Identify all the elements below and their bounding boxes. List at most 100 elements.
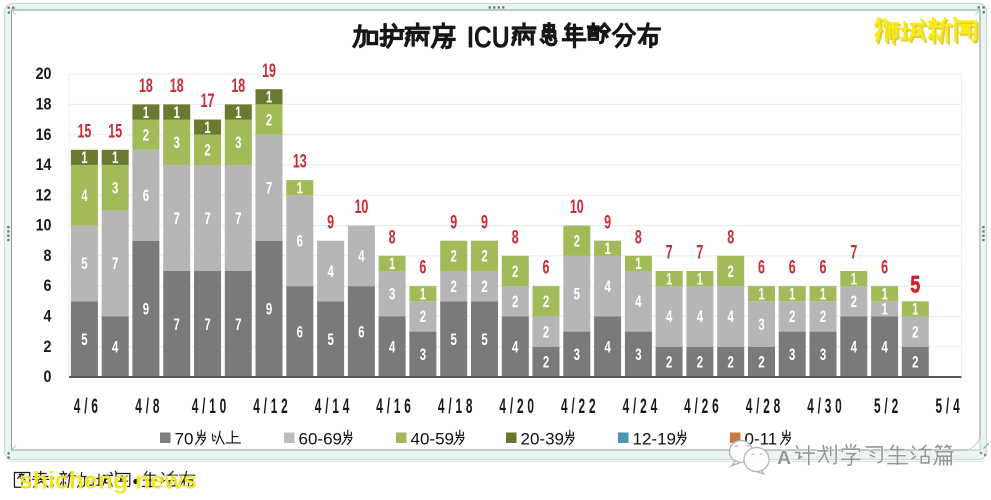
svg-text:4: 4 [604,338,610,357]
svg-text:3: 3 [574,346,580,365]
svg-text:4/10: 4/10 [192,393,230,418]
svg-text:2: 2 [143,126,149,145]
svg-text:2: 2 [204,142,210,161]
svg-text:1: 1 [266,89,272,108]
svg-text:6: 6 [297,232,303,251]
svg-text:5: 5 [910,271,920,299]
svg-text:1: 1 [758,285,764,304]
svg-text:4/28: 4/28 [746,393,784,418]
svg-text:16: 16 [36,126,52,144]
svg-text:4: 4 [389,338,395,357]
svg-text:6: 6 [297,323,303,342]
svg-text:7: 7 [204,210,210,229]
svg-text:8: 8 [727,227,734,248]
svg-text:4: 4 [881,338,887,357]
svg-text:6: 6 [44,277,52,295]
svg-text:2: 2 [574,232,580,251]
svg-text:3: 3 [789,346,795,365]
svg-text:7: 7 [204,316,210,335]
svg-text:1: 1 [820,285,826,304]
svg-text:9: 9 [327,212,334,233]
svg-text:4: 4 [327,263,333,282]
svg-text:3: 3 [389,285,395,304]
svg-text:4: 4 [697,308,703,327]
svg-text:2: 2 [481,248,487,267]
svg-text:shicheng news: shicheng news [19,468,197,495]
svg-text:5: 5 [327,331,333,350]
svg-text:2: 2 [543,323,549,342]
svg-text:4/18: 4/18 [438,393,476,418]
svg-text:1: 1 [112,149,118,168]
svg-text:6: 6 [789,257,796,278]
svg-text:1: 1 [174,104,180,123]
svg-text:13: 13 [293,151,307,172]
svg-text:8: 8 [635,227,642,248]
svg-text:18: 18 [231,75,245,96]
svg-text:6: 6 [881,257,888,278]
svg-text:4/6: 4/6 [74,393,102,418]
svg-text:1: 1 [881,285,887,304]
svg-text:4: 4 [512,338,518,357]
svg-text:4: 4 [728,308,734,327]
svg-text:1: 1 [851,270,857,289]
svg-text:A: A [777,447,791,469]
svg-text:15: 15 [77,121,91,142]
svg-text:12: 12 [36,186,52,204]
svg-text:3: 3 [820,346,826,365]
svg-text:2: 2 [728,263,734,282]
svg-text:3: 3 [758,316,764,335]
svg-text:2: 2 [543,293,549,312]
svg-text:8: 8 [44,247,52,265]
svg-text:5/2: 5/2 [874,393,902,418]
svg-text:18: 18 [170,75,184,96]
svg-text:4: 4 [44,307,52,325]
svg-text:4/16: 4/16 [376,393,414,418]
svg-text:6: 6 [820,257,827,278]
svg-text:3: 3 [420,346,426,365]
svg-text:10: 10 [354,197,368,218]
svg-text:4/26: 4/26 [684,393,722,418]
svg-text:6: 6 [143,187,149,206]
svg-text:7: 7 [235,316,241,335]
svg-text:2: 2 [820,308,826,327]
svg-text:2: 2 [666,354,672,373]
svg-text:2: 2 [481,278,487,297]
svg-text:19: 19 [262,60,276,81]
svg-text:7: 7 [112,255,118,274]
svg-text:4/22: 4/22 [561,393,599,418]
svg-text:60-69: 60-69 [299,430,342,449]
svg-text:1: 1 [881,301,887,320]
svg-text:2: 2 [266,111,272,130]
svg-text:1: 1 [297,179,303,198]
svg-text:5: 5 [81,331,87,350]
svg-text:7: 7 [174,316,180,335]
svg-text:4: 4 [112,338,118,357]
svg-text:1: 1 [235,104,241,123]
svg-text:4/20: 4/20 [499,393,537,418]
svg-text:2: 2 [912,323,918,342]
svg-text:5: 5 [574,285,580,304]
svg-text:4: 4 [604,278,610,297]
svg-text:2: 2 [543,354,549,373]
svg-text:7: 7 [174,210,180,229]
svg-text:7: 7 [266,179,272,198]
svg-text:3: 3 [235,134,241,153]
svg-text:1: 1 [143,104,149,123]
svg-text:7: 7 [666,242,673,263]
svg-text:2: 2 [44,338,52,356]
svg-text:1: 1 [389,255,395,274]
svg-text:4/8: 4/8 [135,393,163,418]
svg-text:40-59: 40-59 [411,430,454,449]
svg-text:0-11: 0-11 [745,430,778,449]
svg-text:4: 4 [851,338,857,357]
svg-text:2: 2 [851,293,857,312]
svg-text:1: 1 [81,149,87,168]
svg-text:9: 9 [604,212,611,233]
svg-text:4/30: 4/30 [807,393,845,418]
svg-text:20: 20 [36,65,52,83]
svg-text:18: 18 [36,95,52,113]
svg-text:17: 17 [201,90,215,111]
svg-text:7: 7 [235,210,241,229]
svg-text:4/12: 4/12 [253,393,291,418]
svg-text:9: 9 [266,301,272,320]
